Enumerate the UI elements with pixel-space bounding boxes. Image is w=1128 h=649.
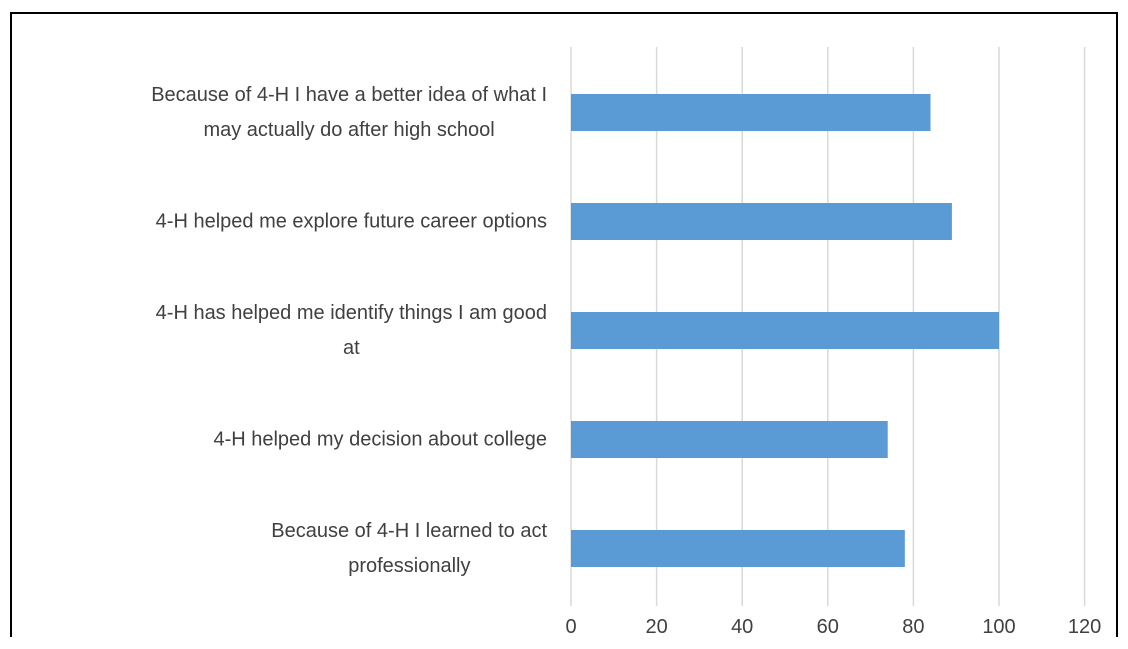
x-tick-label: 60 bbox=[817, 616, 839, 638]
bar bbox=[571, 421, 888, 458]
category-label: 4-H helped my decision about college bbox=[213, 429, 547, 451]
category-label: Because of 4-H I have a better idea of w… bbox=[151, 84, 547, 106]
x-tick-label: 40 bbox=[731, 616, 753, 638]
category-label: 4-H has helped me identify things I am g… bbox=[156, 302, 547, 324]
bar bbox=[571, 94, 931, 131]
chart-frame: 0 20 40 60 80 100 120 Because of 4-H I have a b… bbox=[10, 12, 1118, 638]
category-label: at bbox=[343, 337, 360, 359]
category-label: professionally bbox=[348, 555, 470, 577]
bar bbox=[571, 203, 952, 240]
bar bbox=[571, 530, 905, 567]
x-tick-label: 100 bbox=[982, 616, 1015, 638]
category-label: Because of 4-H I learned to act bbox=[271, 520, 547, 542]
x-tick-label: 0 bbox=[565, 616, 576, 638]
bar bbox=[571, 312, 999, 349]
category-label: 4-H helped me explore future career opti… bbox=[156, 211, 547, 233]
x-tick-label: 80 bbox=[902, 616, 924, 638]
category-label: may actually do after high school bbox=[203, 119, 494, 141]
x-tick-label: 20 bbox=[645, 616, 667, 638]
bar-chart: 0 20 40 60 80 100 120 Because of 4-H I have a b… bbox=[151, 47, 1101, 638]
x-tick-label: 120 bbox=[1068, 616, 1101, 638]
